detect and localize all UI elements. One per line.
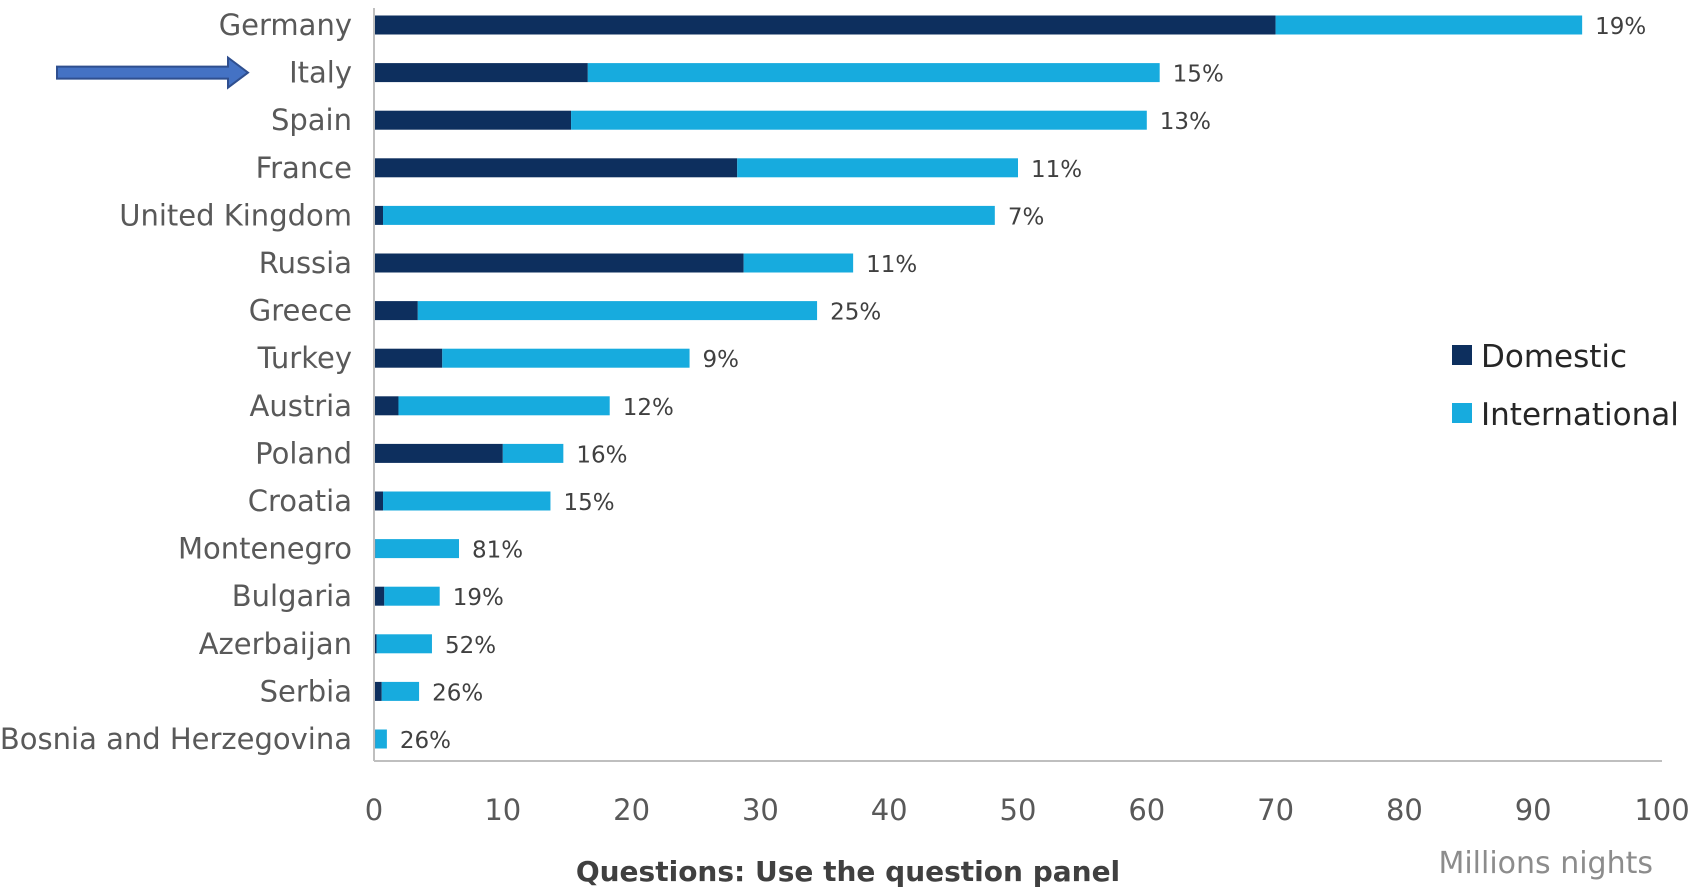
- bar-domestic: [374, 205, 384, 225]
- category-label: Italy: [289, 56, 352, 90]
- data-label: 13%: [1160, 109, 1211, 135]
- category-labels: Germany Italy Spain France United Kingdom Rus…: [0, 8, 352, 756]
- bar-international: [375, 729, 387, 749]
- category-label: Bulgaria: [232, 579, 352, 613]
- data-labels: 19% 15% 13% 11% 7% 11% 25% 9% 12% 16% 15% 81% 19% 52%…: [400, 14, 1646, 754]
- x-tick-label: 80: [1386, 793, 1423, 827]
- data-label: 16%: [576, 442, 627, 468]
- bar-international: [398, 396, 610, 416]
- data-label: 81%: [472, 538, 523, 564]
- bar-international: [376, 634, 432, 654]
- legend: Domestic International: [1452, 339, 1679, 433]
- bar-domestic: [374, 158, 738, 178]
- bar-domestic: [374, 15, 1276, 35]
- bar-international: [502, 443, 564, 463]
- data-label: 12%: [623, 395, 674, 421]
- legend-swatch: [1452, 345, 1472, 365]
- bar-domestic: [374, 253, 744, 273]
- bar-international: [383, 205, 995, 225]
- data-label: 26%: [432, 680, 483, 706]
- x-axis-unit-label: Millions nights: [1438, 846, 1653, 881]
- data-label: 11%: [1031, 157, 1082, 183]
- data-label: 9%: [703, 347, 740, 373]
- category-label: Austria: [250, 389, 352, 423]
- bar-domestic: [374, 110, 572, 130]
- legend-label: International: [1481, 397, 1679, 433]
- x-tick-label: 60: [1128, 793, 1165, 827]
- category-label: Russia: [259, 246, 352, 280]
- category-label: United Kingdom: [119, 198, 352, 232]
- data-label: 52%: [445, 633, 496, 659]
- category-label: Germany: [219, 8, 352, 42]
- category-label: France: [256, 151, 352, 185]
- x-tick-label: 90: [1515, 793, 1552, 827]
- data-label: 15%: [1173, 62, 1224, 88]
- bar-domestic: [374, 586, 385, 606]
- legend-swatch: [1452, 403, 1472, 423]
- data-label: 11%: [866, 252, 917, 278]
- bar-domestic: [374, 63, 588, 83]
- bar-domestic: [374, 443, 503, 463]
- data-label: 19%: [453, 585, 504, 611]
- category-label: Croatia: [248, 484, 352, 518]
- bar-international: [383, 491, 551, 511]
- data-label: 25%: [830, 300, 881, 326]
- bar-international: [587, 63, 1160, 83]
- x-tick-label: 10: [484, 793, 521, 827]
- x-tick-label: 100: [1634, 793, 1689, 827]
- bar-domestic: [374, 491, 384, 511]
- bar-international: [381, 681, 420, 701]
- bar-international: [571, 110, 1147, 130]
- arrow-shape: [56, 55, 250, 90]
- bar-international: [375, 539, 460, 559]
- data-label: 7%: [1008, 204, 1044, 230]
- bar-international: [737, 158, 1018, 178]
- data-label: 26%: [400, 728, 451, 754]
- bar-domestic: [374, 681, 382, 701]
- x-tick-label: 20: [613, 793, 650, 827]
- bar-international: [442, 348, 690, 368]
- x-tick-label: 30: [742, 793, 779, 827]
- bar-international: [1275, 15, 1583, 35]
- data-label: 15%: [563, 490, 614, 516]
- x-tick-label: 70: [1257, 793, 1294, 827]
- category-label: Azerbaijan: [199, 627, 352, 661]
- x-tick-label: 40: [871, 793, 908, 827]
- data-label: 19%: [1595, 14, 1646, 40]
- legend-label: Domestic: [1481, 339, 1627, 375]
- bar-international: [417, 301, 818, 321]
- category-label: Bosnia and Herzegovina: [0, 722, 352, 756]
- bar-domestic: [374, 396, 399, 416]
- category-label: Turkey: [257, 341, 352, 375]
- bars-layer: [374, 15, 1583, 749]
- highlight-arrow-icon: [56, 55, 250, 90]
- bar-domestic: [374, 348, 443, 368]
- x-tick-label: 0: [365, 793, 383, 827]
- bar-international: [384, 586, 440, 606]
- category-label: Poland: [255, 436, 352, 470]
- bar-domestic: [374, 634, 377, 654]
- x-tick-labels: 0 10 20 30 40 50 60 70 80 90 100: [365, 793, 1690, 827]
- footer-note: Questions: Use the question panel: [575, 855, 1121, 888]
- category-label: Serbia: [260, 674, 352, 708]
- category-label: Montenegro: [178, 532, 352, 566]
- category-label: Greece: [249, 294, 352, 328]
- bar-international: [743, 253, 854, 273]
- x-tick-label: 50: [1000, 793, 1037, 827]
- category-label: Spain: [271, 103, 352, 137]
- bar-domestic: [374, 301, 418, 321]
